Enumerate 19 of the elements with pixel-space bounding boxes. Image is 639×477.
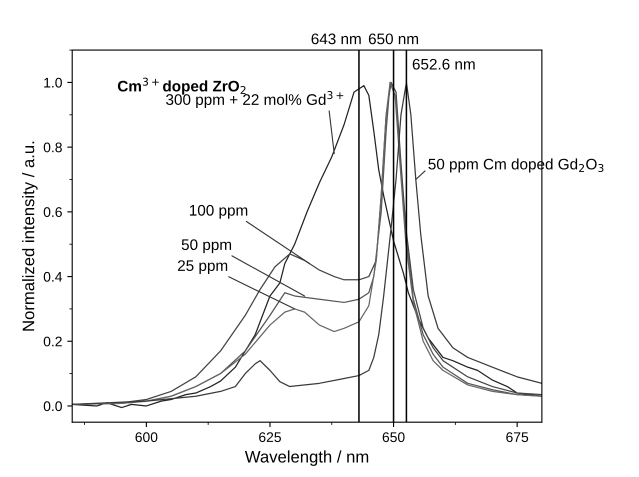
y-tick-label: 0.2 [44, 336, 62, 346]
y-tick-label: 0.6 [44, 207, 62, 218]
annotation: 25 ppm [178, 260, 228, 274]
y-tick-label: 0.4 [44, 272, 62, 282]
ref-line-label: 652.6 nm [412, 58, 475, 70]
y-tick-label: 1.0 [44, 78, 62, 88]
annotation: 100 ppm [190, 204, 248, 219]
ref-line-label: 650 nm [368, 33, 418, 44]
y-tick-label: 0.8 [44, 142, 62, 152]
annotation: Cm$^{3+}$doped ZrO$_{2}$ [118, 78, 246, 95]
x-tick-label: 650 [382, 432, 405, 442]
y-tick-label: 0.0 [44, 401, 62, 412]
x-tick-label: 625 [259, 432, 281, 442]
x-tick-label: 600 [135, 432, 158, 442]
x-axis-title: Wavelength / nm [244, 450, 368, 466]
y-axis-title: Normalized intensity / a.u. [22, 142, 38, 331]
ref-line-label: 643 nm [312, 33, 361, 44]
annotation: 50 ppm [182, 239, 232, 254]
x-tick-label: 675 [506, 432, 528, 442]
